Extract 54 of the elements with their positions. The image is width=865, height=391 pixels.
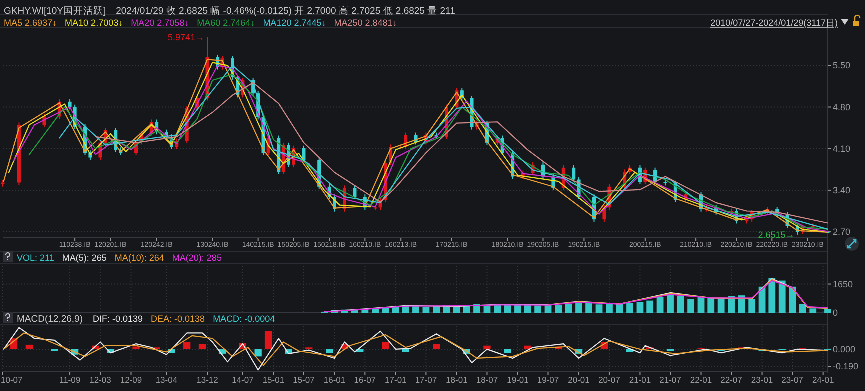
x-tick-label: 15-07 [293,375,316,385]
text: VOL: 211 [17,253,54,263]
series-label: MACD: -0.0004 [213,314,276,324]
y-tick-label: -0.190 [833,362,859,372]
x-tick-label: 22-07 [720,375,743,385]
y-tick-label: 0.000 [833,344,856,354]
x-tick-label: 20-01 [568,375,590,385]
x-tick-label: 14-07 [232,375,254,385]
x-tick-label: 23-01 [751,375,774,385]
x-tick-label: 17-01 [385,375,408,385]
x-tick-label: 16-01 [324,375,346,385]
x-tick-label: 19-01 [507,375,530,385]
chart-subtitle: 2024/01/29 收 2.6825 幅 -0.46%(-0.0125) 开 2.7000 高 2.7025 低 2.6825 量 211 [116,5,456,17]
x-tick-label: 23-07 [782,375,804,385]
x-tick-label: 22-01 [690,375,712,385]
text: MA10 2.7003↓ [65,18,124,28]
x-tick-label: 12-09 [120,375,142,385]
chart-title: MACD(12,26,9) [17,314,83,325]
x-tick-label: 11-09 [59,375,81,385]
chart-title: GKHY.WI[10Y国开活跃] [4,5,106,17]
y-tick-label: 2.70 [833,227,851,238]
x-tick-label: 21-07 [660,375,682,385]
x-tick-label: 20-07 [598,375,621,385]
y-tick-label: 3.40 [833,185,851,196]
series-label: DEA: -0.0138 [151,314,206,324]
text: MA(5): 265 [62,253,107,263]
text: DIF: -0.0139 [93,314,144,324]
x-tick-label: 18-07 [476,375,498,385]
y-tick-label: 4.10 [833,144,851,154]
x-tick-label: 18-01 [446,375,468,385]
x-tick-label: 13-04 [156,375,178,385]
text: 2010/07/27-2024/01/29(3117日) [710,18,838,28]
x-tick-label: 19-07 [537,375,560,385]
text: MA20 2.7058↓ [131,18,190,28]
x-tick-label: 13-12 [196,375,219,385]
y-tick-label: 1650 [833,279,854,290]
text: MA120 2.7445↓ [263,18,326,28]
text: MA(20): 285 [172,253,222,263]
x-tick-label: 12-03 [90,375,112,385]
text: MA250 2.8481↓ [334,18,398,28]
text: MA(10): 264 [114,253,164,263]
y-tick-label: 4.80 [833,102,851,112]
x-tick-label: 17-07 [415,375,438,385]
annotation: 5.9741→ [168,32,204,42]
x-tick-label: 10-07 [1,375,24,385]
y-tick-label: 5.50 [833,60,851,71]
annotation: 2.6515→ [758,230,795,240]
y-tick-label: 0 [833,308,838,318]
text: MA60 2.7464↓ [197,18,256,28]
x-tick-label: 21-01 [629,375,652,385]
x-tick-label: 15-01 [262,375,285,385]
x-tick-label: 16-07 [354,375,376,385]
x-tick-label: 24-01 [812,375,834,385]
text: MA5 2.6937↓ [4,18,58,28]
